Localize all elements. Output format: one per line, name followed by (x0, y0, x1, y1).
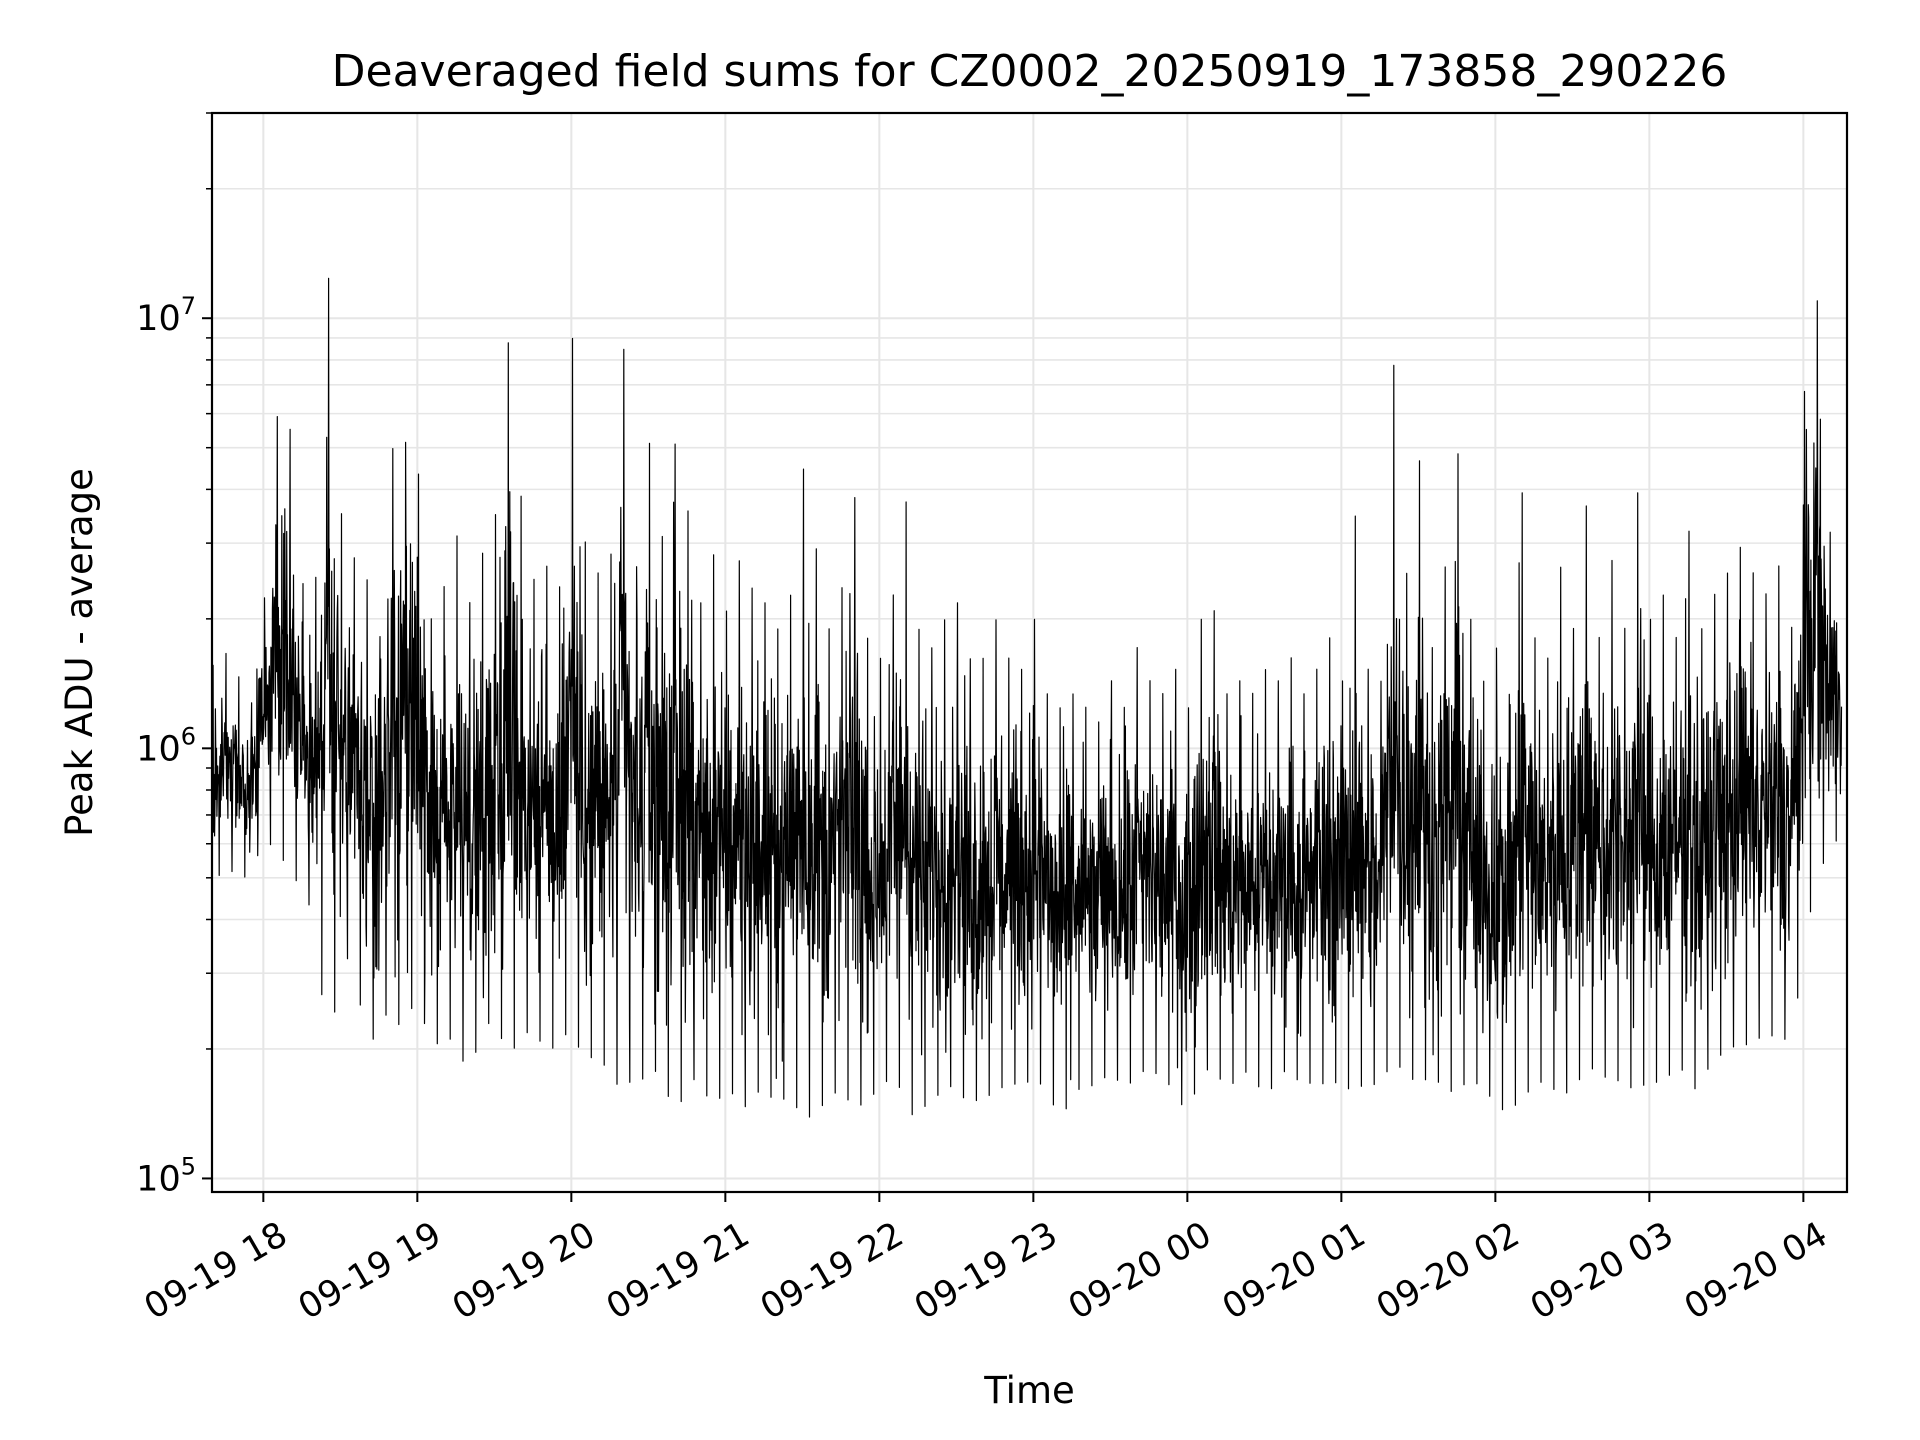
y-axis-label: Peak ADU - average (58, 468, 101, 837)
plot-frame (210, 111, 1849, 1194)
series-layer (211, 277, 1843, 1118)
chart-title: Deaveraged field sums for CZ0002_2025091… (332, 46, 1728, 97)
y-tick-label: 106 (136, 722, 196, 769)
y-tick-label: 105 (136, 1152, 196, 1199)
y-tick-label: 107 (136, 292, 196, 339)
series-line (211, 277, 1843, 1118)
x-axis-label: Time (983, 1369, 1075, 1412)
y-axis: 105 106 107 (136, 112, 212, 1199)
